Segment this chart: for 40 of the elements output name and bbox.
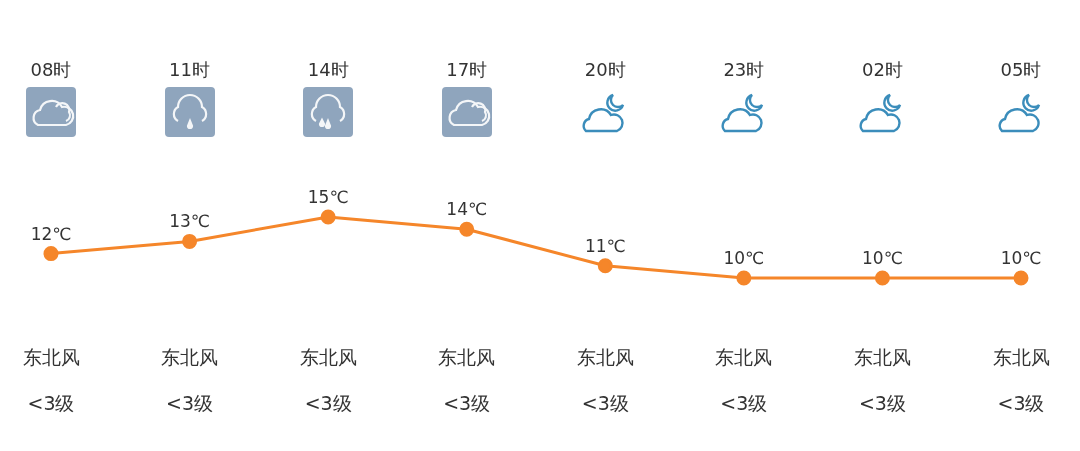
x-tick-label: 08时: [30, 59, 72, 80]
x-tick-label: 02时: [861, 59, 903, 80]
text: 东北风: [437, 345, 497, 370]
text: 东北风: [298, 345, 358, 370]
text: <3级: [165, 391, 215, 416]
text: <3级: [442, 391, 492, 416]
data-label: 12℃: [30, 223, 72, 244]
point: [43, 246, 59, 262]
x-tick-label: 23时: [723, 59, 765, 80]
text: 东北风: [852, 345, 912, 370]
data-label: 15℃: [307, 187, 349, 207]
text: <3级: [857, 391, 907, 416]
text: 东北风: [160, 345, 220, 370]
x-tick-label: 14时: [307, 59, 349, 80]
text: <3级: [996, 391, 1046, 416]
text: 东北风: [575, 345, 635, 370]
text: <3级: [719, 391, 769, 416]
text: <3级: [26, 391, 76, 416]
x-tick-label: 05时: [1000, 59, 1042, 80]
text: 东北风: [714, 345, 774, 370]
data-label: 10℃: [723, 248, 765, 268]
text: <3级: [303, 391, 353, 416]
point: [1013, 270, 1029, 286]
point: [320, 209, 336, 225]
text: 东北风: [991, 345, 1051, 370]
text: <3级: [580, 391, 630, 416]
text: 东北风: [21, 345, 81, 370]
point: [182, 233, 198, 249]
point: [874, 270, 890, 286]
data-label: 10℃: [862, 248, 903, 268]
x-tick-label: 11时: [169, 59, 211, 80]
point: [736, 270, 752, 286]
data-label: 11℃: [584, 235, 626, 256]
x-tick-label: 20时: [584, 59, 626, 80]
data-label: 10℃: [1000, 248, 1042, 268]
data-label: 14℃: [446, 199, 488, 220]
data-label: 13℃: [169, 211, 210, 232]
point: [459, 221, 475, 237]
point: [597, 258, 613, 274]
x-tick-label: 17时: [446, 59, 488, 80]
